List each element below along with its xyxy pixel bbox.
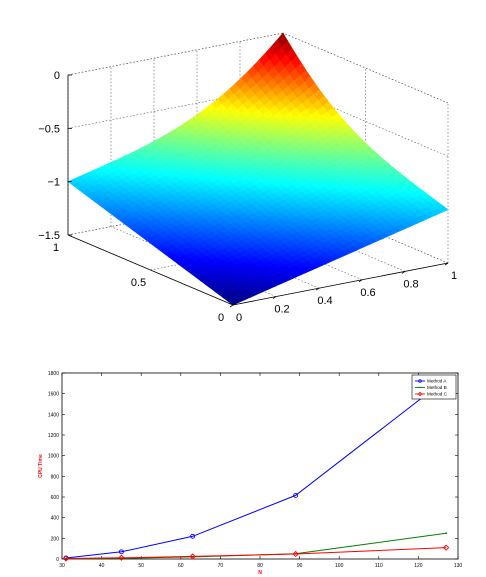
legend-marker — [418, 379, 422, 383]
data-point — [445, 532, 448, 535]
x-tick-label: 40 — [99, 563, 105, 569]
y-tick-label: 0.5 — [131, 277, 146, 289]
x-tick-label: 0.2 — [274, 304, 289, 316]
x-tick-label: 130 — [454, 563, 463, 569]
z-tick-label: −1.5 — [38, 230, 60, 242]
z-tick-label: −1 — [47, 177, 60, 189]
x-tick-label: 30 — [59, 563, 65, 569]
x-tick-label: 0.8 — [403, 278, 418, 290]
y-tick-label: 0 — [218, 312, 224, 324]
data-point — [118, 549, 124, 555]
surface-plot: 0 0.2 0.4 0.6 0.8 1 0 0.5 1 0 −0.5 −1 −1.5 — [38, 32, 457, 324]
legend-marker — [419, 386, 421, 389]
x-tick-mark — [358, 279, 363, 283]
y-tick-label: 600 — [51, 495, 60, 501]
legend-label: Method A — [427, 379, 447, 384]
x-tick-mark — [272, 296, 277, 299]
y-tick-label: 1400 — [48, 412, 59, 418]
y-tick-label: 0 — [56, 557, 59, 563]
data-point — [62, 555, 70, 562]
series-lines — [62, 376, 450, 562]
surface-tick-labels: 0 0.2 0.4 0.6 0.8 1 0 0.5 1 0 −0.5 −1 −1.5 — [38, 70, 457, 324]
surface-patch — [227, 298, 240, 306]
x-tick-label: 0 — [236, 312, 242, 324]
legend-label: Method B — [427, 385, 447, 390]
legend-marker — [417, 391, 423, 397]
y-tick-label: 1000 — [48, 454, 59, 460]
data-point — [292, 550, 299, 558]
plot-frame — [61, 372, 459, 560]
z-tick-label: 0 — [54, 70, 60, 82]
data-point — [442, 544, 450, 551]
x-tick-mark — [315, 287, 320, 291]
data-point — [190, 533, 196, 539]
x-axis-label: N — [258, 570, 262, 576]
x-tick-label: 110 — [375, 563, 383, 569]
data-point — [189, 553, 196, 560]
data-point — [118, 554, 125, 561]
y-axis-line — [67, 234, 234, 306]
surface-mesh — [67, 32, 449, 306]
x-tick-mark — [444, 262, 449, 266]
x-tick-label: 0.4 — [317, 295, 332, 307]
line-chart: 30 40 50 60 70 80 90 100 110 120 130 0 200 400 600 800 1… — [38, 371, 463, 576]
x-tick-label: 80 — [257, 563, 263, 569]
y-tick-label: 800 — [51, 474, 60, 480]
x-tick-label: 90 — [297, 563, 303, 569]
data-point — [293, 492, 299, 498]
y-tick-label: 1800 — [48, 371, 59, 377]
grid-line — [67, 32, 284, 76]
z-tick-label: −0.5 — [38, 123, 60, 135]
x-tick-label: 0.6 — [360, 287, 375, 299]
x-tick-label: 100 — [335, 563, 344, 569]
x-tick-label: 70 — [218, 563, 224, 569]
y-axis-label: CPU Time — [38, 454, 44, 478]
surface-axes — [67, 75, 449, 306]
plot-border — [61, 372, 459, 560]
legend-label: Method C — [427, 392, 448, 397]
x-tick-label: 50 — [138, 563, 144, 569]
x-tick-label: 120 — [414, 563, 423, 569]
y-tick-label: 1600 — [48, 392, 59, 398]
series-line-method-a — [65, 378, 447, 559]
tick-labels: 30 40 50 60 70 80 90 100 110 120 130 0 200 400 600 800 1… — [48, 371, 463, 569]
y-tick-label: 400 — [51, 516, 60, 522]
x-axis-line — [232, 262, 449, 306]
y-tick-label: 200 — [51, 536, 60, 542]
y-tick-label: 1200 — [48, 433, 59, 439]
x-tick-mark — [401, 271, 406, 274]
x-tick-label: 1 — [451, 270, 457, 282]
y-tick-label: 1 — [53, 242, 59, 254]
x-tick-mark — [229, 304, 234, 308]
series-line-method-c — [65, 547, 447, 559]
x-tick-label: 60 — [178, 563, 184, 569]
